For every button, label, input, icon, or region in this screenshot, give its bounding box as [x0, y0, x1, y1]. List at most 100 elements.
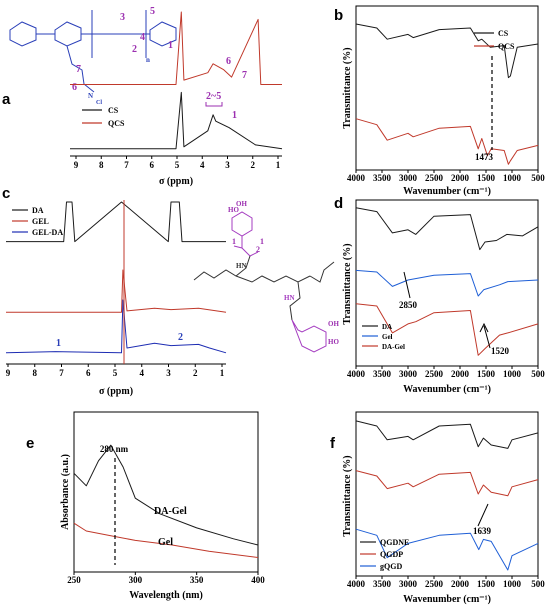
legend-label-da-d: DA [382, 323, 392, 331]
series-line-f-gqgd [355, 528, 539, 571]
series-line-a-cs [70, 91, 283, 150]
tick-label-c: 7 [59, 368, 64, 378]
tick-label-d: 3000 [399, 369, 418, 379]
struct-label-2: 2 [256, 245, 260, 254]
tick-label-e: 250 [67, 575, 81, 585]
plot-e-lines [73, 444, 259, 558]
annotation-1639: 1639 [473, 526, 492, 536]
tick-label-b: 2500 [425, 173, 444, 183]
bracket-2-5 [205, 102, 223, 107]
tick-label-e: 300 [129, 575, 143, 585]
legend-label-gel-c: GEL [32, 217, 49, 226]
x-ticks-b: 4000 3500 3000 2500 2000 1500 1000 500 [347, 170, 545, 183]
tick-label-b: 4000 [347, 173, 366, 183]
struct-label-Cl: Cl [96, 100, 102, 106]
peak-label-6: 6 [226, 56, 231, 67]
x-axis-title-f: Wavenumber (cm⁻¹) [403, 594, 491, 605]
legend-label-cs-a: CS [108, 106, 119, 115]
legend-label-qgdne: QGDNE [380, 538, 409, 547]
plot-frame-f [355, 411, 539, 577]
tick-label-a: 9 [74, 160, 79, 170]
tick-label-d: 2500 [425, 369, 444, 379]
tick-label-b: 2000 [451, 173, 470, 183]
tick-label-b: 1500 [477, 173, 496, 183]
x-axis-title-b: Wavenumber (cm⁻¹) [403, 186, 491, 197]
legend-label-gel-d: Gel [382, 333, 393, 341]
panel-letter-d: d [334, 195, 343, 212]
panel-letter-a: a [2, 91, 11, 108]
tick-label-f: 1000 [503, 579, 522, 589]
pointer-1520 [483, 325, 491, 349]
struct-label-HO-top: HO [228, 206, 239, 214]
tick-label-e: 350 [190, 575, 204, 585]
plot-a-lines [70, 11, 283, 150]
struct-label-n: n [146, 56, 150, 64]
legend-a: CS QCS [82, 106, 125, 128]
plot-f-lines [355, 420, 539, 571]
tick-label-f: 2500 [425, 579, 444, 589]
panel-d: d 4000 3500 3000 2500 2000 1500 1000 500 Wavenu… [334, 195, 545, 395]
tick-label-b: 1000 [503, 173, 522, 183]
tick-label-f: 500 [531, 579, 545, 589]
peak-label-2-c: 2 [178, 332, 183, 343]
tick-label-a: 3 [225, 160, 230, 170]
tick-label-a: 8 [99, 160, 104, 170]
tick-label-f: 3500 [373, 579, 392, 589]
y-axis-title-d: Transmittance (%) [342, 243, 353, 324]
series-line-b-qcs [355, 118, 539, 165]
legend-label-gqgd: gQGD [380, 562, 402, 571]
panel-letter-e: e [26, 435, 34, 452]
series-line-d-da [355, 207, 539, 251]
x-axis-title-d: Wavenumber (cm⁻¹) [403, 384, 491, 395]
peak-label-1: 1 [232, 110, 237, 121]
legend-c: DA GEL GEL-DA [12, 206, 63, 237]
tick-label-b: 500 [531, 173, 545, 183]
series-line-e-da-gel [73, 444, 259, 546]
struct-label-1-right: 1 [260, 237, 264, 246]
y-axis-title-b: Transmittance (%) [342, 47, 353, 128]
series-line-d-da-gel [355, 303, 539, 356]
annotation-dagel-e: DA-Gel [154, 506, 187, 517]
struct-label-1: 1 [168, 40, 173, 51]
x-ticks-d: 4000 3500 3000 2500 2000 1500 1000 500 [347, 366, 545, 379]
struct-label-HO-bottom: HO [328, 338, 339, 346]
tick-label-f: 3000 [399, 579, 418, 589]
annotation-2850: 2850 [399, 300, 418, 310]
legend-label-da-c: DA [32, 206, 44, 215]
x-ticks-c: 9 8 7 6 5 4 3 2 1 [6, 364, 225, 378]
legend-label-dagel-d: DA-Gel [382, 343, 405, 351]
series-line-d-gel [355, 269, 539, 297]
series-line-a-qcs [70, 11, 282, 85]
legend-label-cs-b: CS [498, 29, 509, 38]
peak-label-7: 7 [242, 70, 247, 81]
legend-b: CS QCS [474, 29, 515, 51]
struct-label-N: N [88, 92, 93, 100]
legend-label-qcs-a: QCS [108, 119, 125, 128]
tick-label-c: 8 [33, 368, 38, 378]
x-ticks-a: 9 8 7 6 5 4 3 2 1 [74, 156, 281, 170]
dopamine-gel-structure-drawing [193, 211, 335, 353]
plot-frame-e [73, 411, 259, 573]
x-axis-title-c: σ (ppm) [99, 386, 133, 397]
series-line-b-cs [355, 23, 539, 79]
tick-label-a: 1 [276, 160, 281, 170]
legend-f: QGDNE QGDP gQGD [360, 538, 409, 571]
struct-label-3: 3 [120, 12, 125, 23]
struct-label-4: 4 [140, 32, 145, 43]
plot-frame-b [355, 5, 539, 171]
tick-label-a: 6 [150, 160, 155, 170]
tick-label-b: 3000 [399, 173, 418, 183]
tick-label-c: 4 [140, 368, 145, 378]
struct-label-7: 7 [76, 64, 81, 75]
panel-letter-b: b [334, 7, 343, 24]
annotation-1520: 1520 [491, 346, 510, 356]
tick-label-d: 1000 [503, 369, 522, 379]
legend-label-qcs-b: QCS [498, 42, 515, 51]
struct-label-5: 5 [150, 6, 155, 17]
tick-label-a: 4 [200, 160, 205, 170]
legend-d: DA Gel DA-Gel [362, 323, 405, 351]
legend-label-gelda-c: GEL-DA [32, 228, 63, 237]
annotation-1473: 1473 [475, 152, 494, 162]
